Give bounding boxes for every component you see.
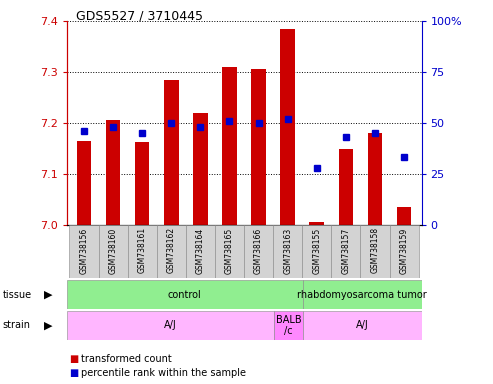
Bar (244, 225, 273, 278)
Bar (331, 225, 360, 278)
Bar (128, 225, 157, 278)
Text: percentile rank within the sample: percentile rank within the sample (81, 368, 246, 378)
Text: ■: ■ (69, 354, 78, 364)
Bar (310, 222, 324, 225)
Text: GSM738161: GSM738161 (138, 227, 147, 273)
Text: GDS5527 / 3710445: GDS5527 / 3710445 (76, 10, 204, 23)
Bar (99, 225, 128, 278)
Text: GSM738155: GSM738155 (312, 227, 321, 273)
Text: control: control (168, 290, 202, 300)
Text: GSM738158: GSM738158 (370, 227, 380, 273)
Text: GSM738162: GSM738162 (167, 227, 176, 273)
Bar (251, 70, 266, 225)
Bar (157, 225, 186, 278)
Text: GSM738165: GSM738165 (225, 227, 234, 273)
Text: ▶: ▶ (44, 320, 53, 331)
Text: GSM738160: GSM738160 (108, 227, 118, 273)
Text: A/J: A/J (164, 320, 176, 331)
Text: GSM738164: GSM738164 (196, 227, 205, 273)
Text: GSM738156: GSM738156 (79, 227, 89, 273)
Bar (303, 280, 422, 309)
Text: GSM738166: GSM738166 (254, 227, 263, 273)
Bar (135, 142, 149, 225)
Bar (67, 280, 303, 309)
Bar (193, 113, 208, 225)
Bar (339, 149, 353, 225)
Bar (77, 141, 91, 225)
Bar (303, 311, 422, 340)
Text: GSM738157: GSM738157 (341, 227, 351, 273)
Bar (368, 133, 382, 225)
Bar (67, 311, 274, 340)
Text: GSM738163: GSM738163 (283, 227, 292, 273)
Bar (274, 311, 303, 340)
Text: rhabdomyosarcoma tumor: rhabdomyosarcoma tumor (297, 290, 427, 300)
Text: tissue: tissue (2, 290, 32, 300)
Text: GSM738159: GSM738159 (399, 227, 409, 273)
Bar (215, 225, 244, 278)
Text: transformed count: transformed count (81, 354, 172, 364)
Bar (273, 225, 302, 278)
Text: BALB
/c: BALB /c (276, 314, 301, 336)
Bar (222, 67, 237, 225)
Bar (186, 225, 215, 278)
Bar (281, 29, 295, 225)
Bar (397, 207, 411, 225)
Text: strain: strain (2, 320, 31, 331)
Bar (164, 79, 178, 225)
Text: A/J: A/J (356, 320, 369, 331)
Bar (360, 225, 389, 278)
Bar (106, 120, 120, 225)
Text: ■: ■ (69, 368, 78, 378)
Bar (389, 225, 419, 278)
Text: ▶: ▶ (44, 290, 53, 300)
Bar (70, 225, 99, 278)
Bar (302, 225, 331, 278)
